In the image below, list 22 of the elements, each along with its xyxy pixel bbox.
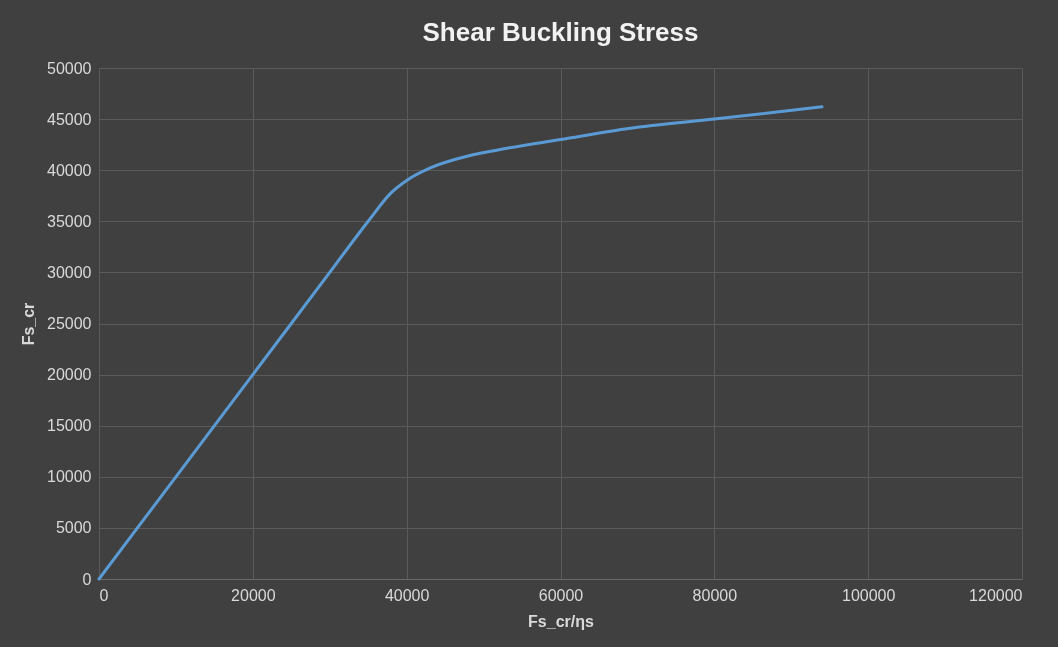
y-axis-title: Fs_cr bbox=[20, 302, 38, 346]
x-tick-label: 40000 bbox=[384, 586, 430, 604]
y-tick-label: 30000 bbox=[47, 263, 92, 281]
line-series bbox=[97, 105, 824, 581]
y-tick-label: 35000 bbox=[47, 212, 92, 230]
y-tick-label: 20000 bbox=[47, 366, 92, 384]
y-tick-label: 50000 bbox=[47, 59, 92, 77]
chart-title: Shear Buckling Stress bbox=[422, 17, 699, 47]
x-tick-label: 20000 bbox=[231, 586, 276, 604]
y-tick-label: 10000 bbox=[47, 468, 92, 486]
x-tick-label: 100000 bbox=[841, 586, 896, 604]
x-axis-title: Fs_cr/ηs bbox=[528, 612, 595, 630]
y-tick-label: 25000 bbox=[47, 315, 92, 332]
x-tick-label: 60000 bbox=[538, 586, 584, 604]
x-tick-label: 0 bbox=[99, 586, 109, 604]
y-tick-label: 45000 bbox=[47, 110, 92, 128]
x-tick-label: 120000 bbox=[969, 586, 1023, 604]
y-tick-label: 5000 bbox=[55, 519, 92, 537]
y-tick-label: 15000 bbox=[47, 417, 92, 435]
y-tick-label: 0 bbox=[82, 570, 92, 588]
y-tick-label: 40000 bbox=[47, 161, 92, 179]
x-tick-label: 80000 bbox=[692, 586, 738, 604]
